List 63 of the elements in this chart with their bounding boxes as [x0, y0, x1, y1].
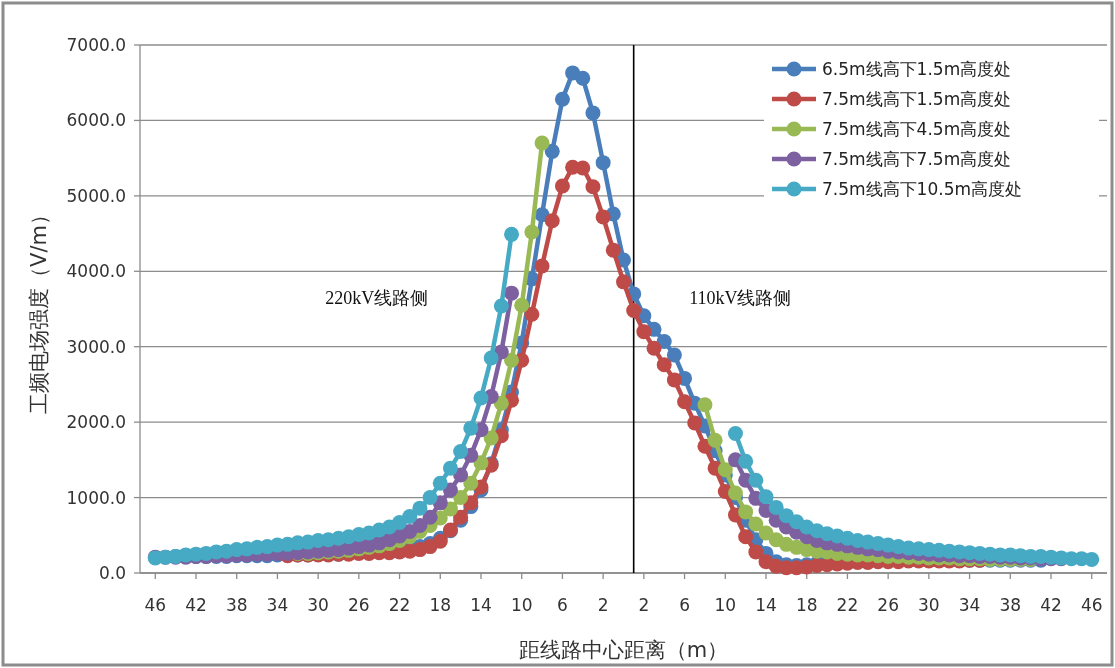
point: [707, 432, 723, 448]
point: [554, 91, 570, 107]
point: [595, 155, 611, 171]
point: [534, 135, 550, 151]
y-tick-label: 3000.0: [66, 336, 126, 357]
x-tick-label: 10: [510, 595, 533, 615]
legend-label: 6.5m线高下1.5m高度处: [822, 59, 1012, 79]
x-tick-label: 42: [185, 595, 207, 615]
x-tick-label: 38: [225, 595, 248, 615]
legend-label: 7.5m线高下7.5m高度处: [822, 149, 1012, 169]
x-tick-label: 14: [470, 595, 492, 615]
y-tick-label: 4000.0: [66, 261, 126, 282]
x-tick-label: 14: [755, 595, 777, 615]
x-tick-label: 46: [144, 595, 167, 615]
x-tick-label: 26: [877, 595, 899, 615]
point: [585, 105, 601, 121]
point: [504, 352, 520, 368]
point: [493, 395, 509, 411]
point: [514, 297, 530, 313]
x-tick-label: 30: [307, 595, 329, 615]
annotation: 220kV线路侧: [325, 288, 429, 308]
legend-label: 7.5m线高下4.5m高度处: [822, 119, 1012, 139]
legend-label: 7.5m线高下1.5m高度处: [822, 89, 1012, 109]
point: [544, 143, 560, 159]
x-tick-label: 34: [958, 595, 981, 615]
x-tick-label: 6: [557, 595, 568, 615]
point: [717, 462, 733, 478]
y-tick-label: 5000.0: [66, 185, 126, 206]
y-tick-label: 0.0: [98, 563, 126, 583]
legend-label: 7.5m线高下10.5m高度处: [822, 179, 1023, 199]
x-tick-label: 22: [836, 595, 859, 615]
point: [463, 475, 479, 491]
x-tick-label: 26: [348, 595, 370, 615]
point: [748, 516, 764, 532]
point: [727, 485, 743, 501]
x-tick-label: 2: [638, 595, 650, 615]
point: [666, 347, 682, 363]
x-tick-label: 38: [999, 595, 1022, 615]
point: [524, 224, 540, 240]
y-tick-label: 7000.0: [66, 35, 126, 55]
y-tick-label: 1000.0: [66, 487, 126, 508]
point: [738, 504, 754, 520]
y-tick-label: 6000.0: [66, 110, 126, 131]
annotation: 110kV线路侧: [689, 288, 792, 308]
x-tick-label: 34: [266, 595, 289, 615]
x-tick-label: 10: [714, 595, 737, 615]
point: [656, 333, 672, 349]
x-tick-label: 30: [918, 595, 940, 615]
x-tick-label: 46: [1080, 595, 1103, 615]
x-tick-label: 42: [1040, 595, 1062, 615]
x-tick-label: 22: [388, 595, 411, 615]
point: [575, 70, 591, 86]
point: [453, 490, 469, 506]
x-tick-label: 18: [795, 595, 818, 615]
x-tick-label: 2: [597, 595, 609, 615]
y-axis-title: 工频电场强度（V/m）: [27, 204, 51, 414]
x-axis-title: 距线路中心距离（m）: [518, 638, 729, 662]
x-tick-label: 18: [429, 595, 452, 615]
y-tick-label: 2000.0: [66, 412, 126, 433]
point: [697, 397, 713, 413]
x-tick-label: 6: [679, 595, 690, 615]
point: [473, 455, 489, 471]
point: [483, 430, 499, 446]
